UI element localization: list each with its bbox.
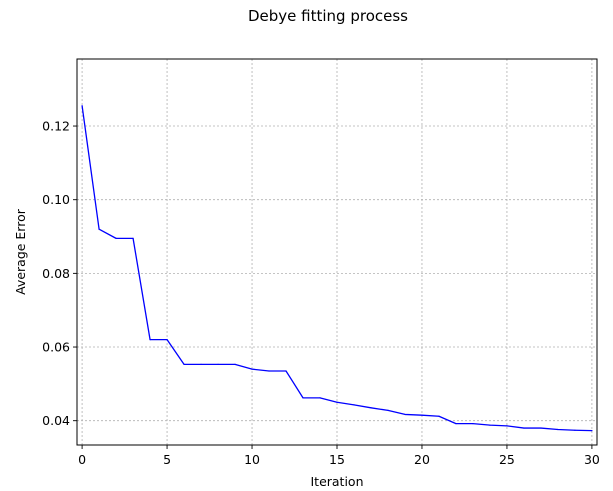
data-point	[557, 428, 559, 431]
data-point	[302, 397, 304, 399]
x-axis-label: Iteration	[310, 474, 363, 489]
data-point	[438, 415, 440, 417]
data-point	[540, 427, 542, 429]
y-axis-ticks: 0.04 0.06 0.08 0.10 0.12	[42, 119, 77, 428]
data-point	[166, 339, 168, 341]
data-point	[353, 404, 355, 406]
x-tick-label: 30	[584, 452, 600, 467]
data-point	[200, 363, 202, 365]
series-layer	[81, 105, 593, 432]
chart-title: Debye fitting process	[248, 7, 408, 25]
data-point	[132, 237, 134, 239]
data-point	[149, 339, 151, 341]
x-tick-label: 10	[244, 452, 260, 467]
data-point	[336, 401, 338, 403]
y-axis-label: Average Error	[13, 208, 28, 295]
data-point	[115, 237, 117, 239]
data-point	[98, 228, 100, 230]
data-point	[404, 413, 406, 416]
data-point	[234, 363, 236, 365]
y-tick-label: 0.06	[42, 340, 70, 355]
data-point	[387, 409, 389, 411]
data-point	[489, 424, 491, 426]
data-point	[370, 407, 372, 409]
data-point	[285, 370, 287, 372]
x-tick-label: 0	[78, 452, 86, 467]
x-tick-label: 5	[163, 452, 171, 467]
y-tick-label: 0.10	[42, 192, 70, 207]
x-tick-label: 25	[499, 452, 515, 467]
data-point	[251, 368, 253, 370]
y-tick-label: 0.08	[42, 266, 70, 281]
data-point	[183, 363, 185, 365]
x-tick-label: 15	[329, 452, 345, 467]
y-tick-label: 0.04	[42, 413, 70, 428]
data-point	[455, 423, 457, 425]
data-point	[217, 363, 219, 365]
data-point	[591, 430, 593, 432]
data-point	[523, 427, 525, 429]
data-point	[81, 105, 83, 107]
x-tick-label: 20	[414, 452, 430, 467]
data-point	[421, 414, 423, 416]
data-point	[319, 397, 321, 399]
x-axis-ticks: 0 5 10 15 20 25 30	[78, 445, 600, 467]
data-point	[268, 370, 270, 372]
data-point	[574, 429, 576, 431]
data-point	[506, 425, 508, 427]
grid	[77, 59, 597, 445]
y-tick-label: 0.12	[42, 119, 70, 134]
data-point	[472, 423, 474, 425]
